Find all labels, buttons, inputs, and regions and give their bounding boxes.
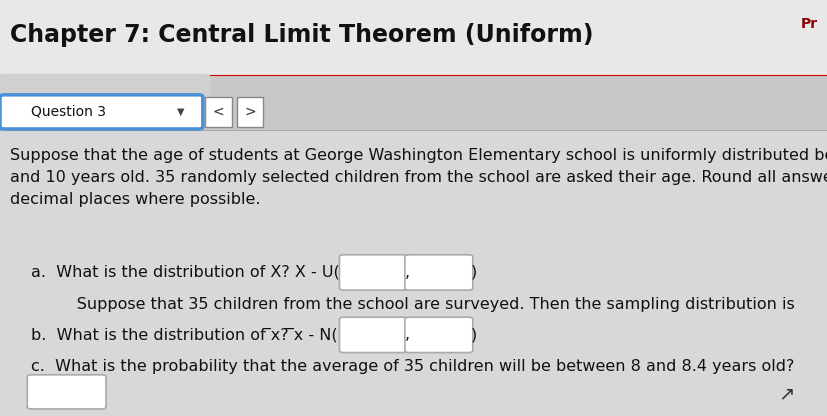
Text: ): ) [471,265,477,280]
Text: a.  What is the distribution of X? X - U(: a. What is the distribution of X? X - U( [31,265,340,280]
Text: Question 3: Question 3 [31,105,106,119]
Text: ,: , [404,327,409,342]
Text: Suppose that 35 children from the school are surveyed. Then the sampling distrib: Suppose that 35 children from the school… [45,297,793,312]
Text: Suppose that the age of students at George Washington Elementary school is unifo: Suppose that the age of students at Geor… [10,148,827,207]
Text: b.  What is the distribution of ̅x? ̅x - N(: b. What is the distribution of ̅x? ̅x - … [31,327,337,342]
Text: c.  What is the probability that the average of 35 children will be between 8 an: c. What is the probability that the aver… [31,359,794,374]
Text: ,: , [404,265,409,280]
Text: ▼: ▼ [176,107,184,117]
Text: >: > [244,105,256,119]
Text: Chapter 7: Central Limit Theorem (Uniform): Chapter 7: Central Limit Theorem (Unifor… [10,23,593,47]
Text: <: < [213,105,224,119]
Text: ): ) [471,327,477,342]
Text: ↗: ↗ [777,384,794,404]
Text: Pr: Pr [800,17,817,32]
